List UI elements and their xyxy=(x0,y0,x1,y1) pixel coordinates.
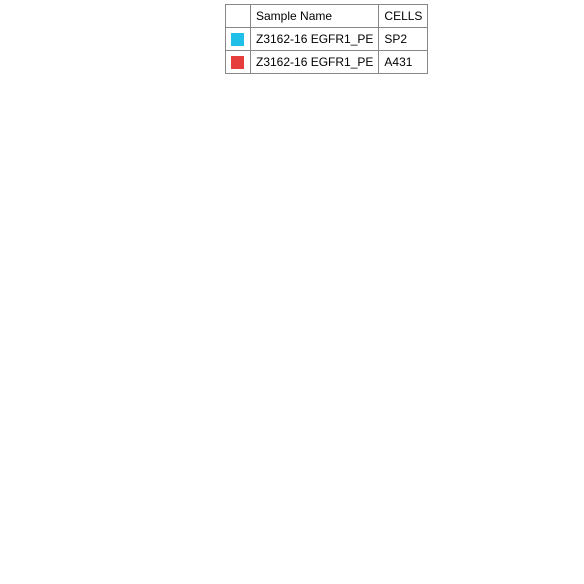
legend-entry: SP2 xyxy=(378,27,429,51)
legend-swatch xyxy=(231,33,244,47)
area-line xyxy=(349,302,510,508)
x-tick-label: 10² xyxy=(146,528,165,543)
area-fill xyxy=(137,185,355,507)
y-tick-label: 100 xyxy=(105,362,125,376)
legend-header: Sample Name CELLS xyxy=(225,4,429,28)
y-tick-label: 0 xyxy=(118,499,125,513)
area-line xyxy=(136,185,356,508)
y-tick-label: 300 xyxy=(105,87,125,101)
x-tick-label: 10⁴ xyxy=(345,528,365,543)
area-fill xyxy=(349,305,510,507)
legend-header-cell: Sample Name xyxy=(249,4,380,28)
x-tick-label: 10³ xyxy=(246,528,265,543)
legend-row: Z3162-16 EGFR1_PE SP2 xyxy=(225,27,429,51)
x-axis-label: EGFR PE xyxy=(317,566,370,580)
legend-cell xyxy=(225,50,251,74)
legend-cell xyxy=(225,27,251,51)
x-tick-label: 10⁵ xyxy=(445,528,465,543)
legend-cell xyxy=(225,4,251,28)
legend-row: Z3162-16 EGFR1_PE A431 xyxy=(225,50,429,74)
y-axis-label: Count xyxy=(42,283,56,316)
x-tick-label: 10⁶ xyxy=(545,528,565,543)
legend-entry: Z3162-16 EGFR1_PE xyxy=(249,27,380,51)
legend-swatch xyxy=(231,56,244,70)
legend-header-cell: CELLS xyxy=(378,4,429,28)
y-tick-label: 200 xyxy=(105,225,125,239)
legend: Sample Name CELLS Z3162-16 EGFR1_PE SP2 Z3… xyxy=(225,4,429,74)
legend-entry: A431 xyxy=(378,50,429,74)
legend-entry: Z3162-16 EGFR1_PE xyxy=(249,50,380,74)
